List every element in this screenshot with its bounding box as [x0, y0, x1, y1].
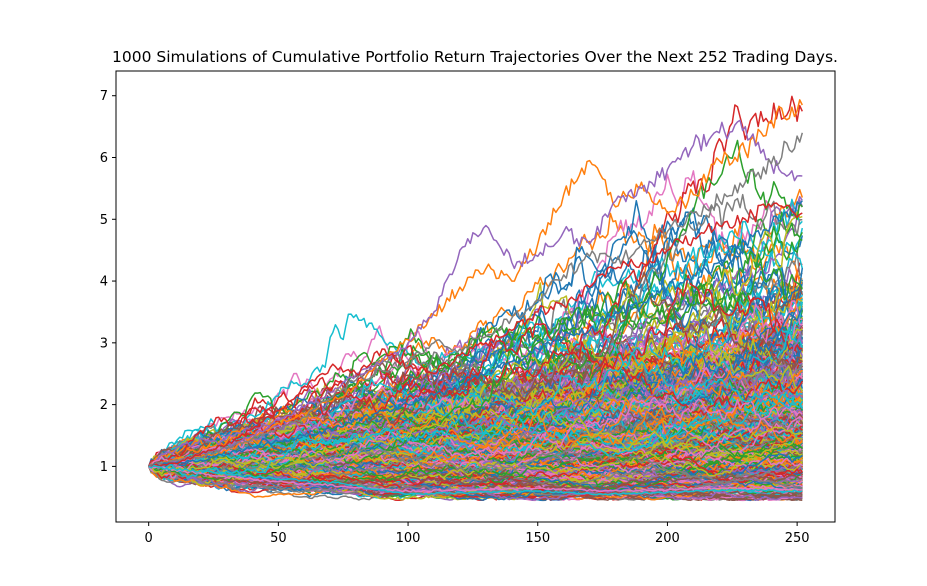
x-tick-label: 200 — [655, 531, 680, 546]
y-tick-label: 1 — [100, 460, 108, 475]
x-tick-label: 50 — [270, 531, 287, 546]
y-tick-label: 7 — [100, 89, 108, 104]
y-tick-label: 6 — [100, 151, 108, 166]
x-tick-label: 0 — [145, 531, 153, 546]
x-tick-label: 100 — [396, 531, 421, 546]
y-tick-label: 2 — [100, 398, 108, 413]
y-tick-label: 5 — [100, 213, 108, 228]
y-tick-label: 4 — [100, 275, 108, 290]
y-tick-label: 3 — [100, 336, 108, 351]
chart-title: 1000 Simulations of Cumulative Portfolio… — [112, 48, 838, 66]
x-tick-label: 250 — [785, 531, 810, 546]
x-tick-label: 150 — [525, 531, 550, 546]
